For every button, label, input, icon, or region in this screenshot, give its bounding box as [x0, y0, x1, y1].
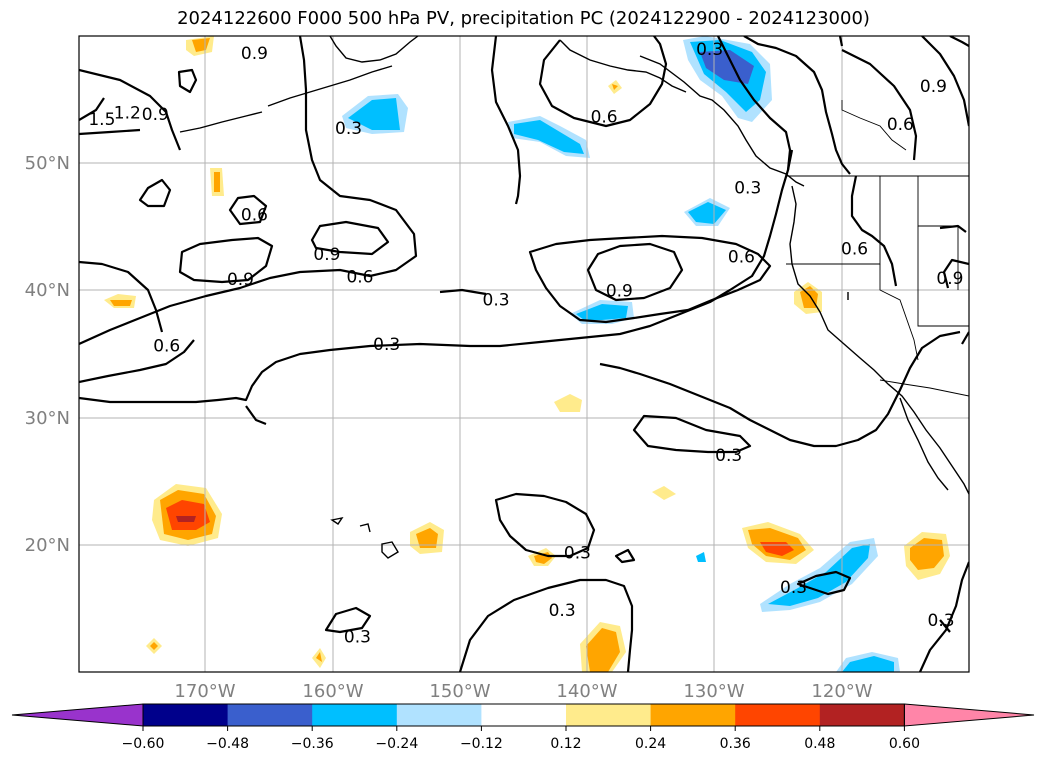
lon-tick-140w: 140°W: [556, 681, 617, 702]
lon-tick-170w: 170°W: [174, 681, 235, 702]
contour-label: 1.5: [88, 110, 115, 130]
pv-contours: [79, 36, 969, 672]
colorbar-swatch: [227, 704, 313, 726]
longitude-tick-labels: 170°W 160°W 150°W 140°W 130°W 120°W: [174, 681, 872, 702]
contour-label: 0.3: [549, 601, 576, 621]
colorbar-swatch: [143, 704, 229, 726]
colorbar-tick-label: −0.24: [375, 736, 418, 752]
contour-label: 0.6: [153, 336, 180, 356]
contour-label: 0.6: [346, 268, 373, 288]
contour-label: 0.3: [734, 179, 761, 199]
lat-tick-30: 30°N: [25, 408, 70, 429]
contour-label: 0.3: [696, 40, 723, 60]
colorbar-tick-label: −0.12: [460, 736, 503, 752]
contour-labels: 0.91.51.2 0.90.30.60.90.60.90.60.30.30.60…: [88, 40, 963, 648]
contour-label: 0.9: [227, 270, 254, 290]
lon-tick-160w: 160°W: [302, 681, 363, 702]
colorbar-swatches: [11, 703, 1035, 727]
contour-label: 0.3: [715, 446, 742, 466]
colorbar-swatch: [312, 704, 398, 726]
map-title: 2024122600 F000 500 hPa PV, precipitatio…: [177, 8, 870, 29]
lat-tick-20: 20°N: [25, 535, 70, 556]
colorbar-tick-label: 0.12: [550, 736, 581, 752]
contour-label: 0.3: [564, 544, 591, 564]
contour-label: 0.3: [373, 335, 400, 355]
map-frame: [78, 35, 970, 673]
precip-negative-shading: [342, 36, 900, 672]
contour-label: 1.2: [114, 104, 141, 124]
lon-tick-120w: 120°W: [811, 681, 872, 702]
colorbar-swatch: [396, 704, 482, 726]
latitude-tick-labels: 50°N 40°N 30°N 20°N: [25, 153, 70, 556]
contour-label: 0.6: [591, 107, 618, 127]
contour-label: 0.9: [142, 105, 169, 125]
contour-label: 0.3: [928, 611, 955, 631]
contour-label: 0.6: [841, 240, 868, 260]
contour-label: 0.9: [920, 77, 947, 97]
colorbar-swatch: [650, 704, 736, 726]
contour-label: 0.3: [335, 119, 362, 139]
colorbar-tick-label: −0.60: [122, 736, 165, 752]
colorbar-extend-min: [11, 703, 144, 727]
colorbar-swatch: [819, 704, 905, 726]
contour-label: 0.9: [606, 282, 633, 302]
map-panel: [79, 36, 969, 672]
graticule: [79, 36, 969, 672]
colorbar-tick-label: 0.60: [889, 736, 920, 752]
contour-label: 0.6: [728, 247, 755, 267]
lat-tick-40: 40°N: [25, 280, 70, 301]
colorbar-extend-max: [903, 703, 1035, 727]
lon-tick-150w: 150°W: [429, 681, 490, 702]
political-borders: [786, 100, 969, 397]
colorbar-tick-label: 0.36: [720, 736, 751, 752]
colorbar-outline: [142, 703, 905, 727]
colorbar-tick-labels: −0.60 −0.48 −0.36 −0.24 −0.12 0.12 0.24 0.36 0.4…: [122, 726, 920, 752]
contour-label: 0.3: [483, 291, 510, 311]
contour-label: 0.3: [344, 628, 371, 648]
colorbar-swatch: [566, 704, 652, 726]
contour-label: 0.9: [936, 269, 963, 289]
colorbar: −0.60 −0.48 −0.36 −0.24 −0.12 0.12 0.24 0.36 0.4…: [11, 703, 1035, 752]
contour-label: 0.9: [241, 44, 268, 64]
contour-label: 0.9: [313, 245, 340, 265]
colorbar-tick-label: −0.48: [206, 736, 249, 752]
precip-positive-shading: [104, 36, 950, 672]
colorbar-swatch: [481, 704, 567, 726]
colorbar-swatch: [735, 704, 821, 726]
contour-label: 0.3: [780, 578, 807, 598]
colorbar-tick-label: 0.24: [635, 736, 666, 752]
lat-tick-50: 50°N: [25, 153, 70, 174]
lon-tick-130w: 130°W: [683, 681, 744, 702]
contour-label: 0.6: [241, 205, 268, 225]
colorbar-tick-label: 0.48: [804, 736, 835, 752]
contour-label: 0.6: [887, 115, 914, 135]
colorbar-tick-label: −0.36: [291, 736, 334, 752]
